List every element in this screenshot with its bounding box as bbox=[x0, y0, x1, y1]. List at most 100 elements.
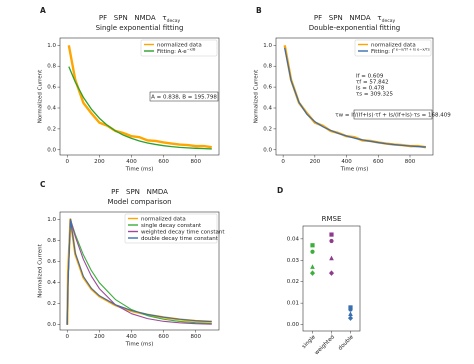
plot-frame bbox=[59, 37, 220, 156]
x-tick-label: 400 bbox=[126, 334, 137, 340]
annotation: τs = 309.325 bbox=[356, 92, 394, 98]
title-subscript: decay bbox=[167, 18, 181, 24]
legend-superscript: f e−x/τf + Is e−x/τs bbox=[393, 48, 429, 52]
x-tick-label: 600 bbox=[158, 159, 169, 165]
chart-subtitle: Model comparison bbox=[107, 198, 171, 206]
series-line bbox=[67, 45, 212, 149]
legend-name: double decay time constant bbox=[141, 236, 219, 242]
legend-label: Fitting: If e−x/τf + Is e−x/τs bbox=[371, 48, 430, 55]
legend-name: weighted decay time constant bbox=[141, 229, 225, 235]
y-tick-label: 0.04 bbox=[287, 236, 300, 242]
legend-superscript: −x/B bbox=[187, 48, 196, 52]
x-tick-label: 200 bbox=[94, 334, 105, 340]
y-tick-label: 0.2 bbox=[263, 126, 272, 132]
legend-label: normalized data bbox=[371, 42, 416, 48]
y-tick-label: 1.0 bbox=[47, 43, 56, 49]
y-tick-label: 0.03 bbox=[287, 258, 300, 264]
legend-name: Fitting: A·e bbox=[157, 49, 187, 55]
x-tick-label: 0 bbox=[65, 159, 69, 165]
x-tick-label: single bbox=[301, 334, 317, 350]
x-tick-label: 800 bbox=[190, 159, 201, 165]
x-axis-label: Time (ms) bbox=[125, 167, 154, 173]
legend-label: single decay constant bbox=[141, 223, 202, 229]
annotation-box bbox=[353, 109, 433, 120]
legend-label: weighted decay time constant bbox=[141, 229, 225, 235]
chart-title: PF SPN NMDA τdecay bbox=[314, 14, 396, 24]
y-tick-label: 0.8 bbox=[47, 64, 56, 70]
y-tick-label: 0.0 bbox=[263, 147, 272, 153]
chart-subtitle: Double-exponential fitting bbox=[309, 24, 400, 32]
y-tick-label: 0.2 bbox=[47, 301, 56, 307]
y-axis-label: Normalized Current bbox=[38, 69, 44, 123]
chart-subtitle: Single exponential fitting bbox=[96, 24, 184, 32]
plot-frame bbox=[59, 211, 220, 331]
annotation: If = 0.609 bbox=[356, 74, 384, 80]
dot bbox=[348, 311, 353, 316]
y-tick-label: 0.2 bbox=[47, 126, 56, 132]
legend-name: Fitting: I bbox=[371, 49, 394, 55]
y-tick-label: 0.4 bbox=[47, 280, 56, 286]
x-tick-label: 200 bbox=[94, 159, 105, 165]
legend-name: normalized data bbox=[157, 42, 202, 48]
chart-title: RMSE bbox=[322, 215, 342, 223]
y-tick-label: 0.01 bbox=[287, 301, 299, 307]
panel-label: A bbox=[40, 6, 46, 15]
dot bbox=[328, 270, 335, 276]
legend-label: normalized data bbox=[141, 216, 186, 222]
x-axis-label: Time (ms) bbox=[340, 167, 369, 173]
dot bbox=[329, 232, 334, 237]
title-subscript: decay bbox=[382, 18, 396, 24]
dot bbox=[329, 238, 334, 244]
x-tick-label: 400 bbox=[126, 159, 137, 165]
panel-label: C bbox=[40, 180, 46, 189]
chart-title: PF SPN NMDA τdecay bbox=[99, 14, 181, 24]
y-axis-label: Normalized Current bbox=[38, 243, 44, 297]
y-tick-label: 0.6 bbox=[263, 85, 272, 91]
annotation-box bbox=[149, 91, 219, 102]
panel-label: B bbox=[256, 6, 262, 15]
legend-name: normalized data bbox=[371, 42, 416, 48]
dot bbox=[348, 305, 353, 310]
dot bbox=[310, 249, 315, 254]
chart-title: PF SPN NMDA bbox=[111, 188, 168, 196]
y-tick-label: 1.0 bbox=[47, 217, 56, 223]
y-tick-label: 0.8 bbox=[263, 64, 272, 70]
legend-box bbox=[354, 39, 432, 57]
series-line bbox=[284, 47, 426, 148]
x-tick-label: weighted bbox=[314, 334, 336, 356]
x-tick-label: double bbox=[337, 334, 355, 352]
x-tick-label: 0 bbox=[281, 159, 285, 165]
legend-name: normalized data bbox=[141, 216, 186, 222]
annotation: τf = 57.842 bbox=[356, 80, 389, 86]
x-axis-label: Time (ms) bbox=[125, 342, 154, 348]
plot-frame bbox=[275, 37, 434, 156]
y-tick-label: 0.02 bbox=[287, 279, 299, 285]
y-tick-label: 1.0 bbox=[263, 43, 272, 49]
title-text: PF SPN NMDA τ bbox=[99, 14, 167, 22]
annotation-box-text: τw = If/(If+Is)·τf + Is/(If+Is)·τs = 168… bbox=[335, 112, 451, 118]
legend-name: single decay constant bbox=[141, 223, 202, 229]
title-text: PF SPN NMDA τ bbox=[314, 14, 382, 22]
y-tick-label: 0.6 bbox=[47, 259, 56, 265]
dot bbox=[310, 264, 315, 269]
y-tick-label: 0.4 bbox=[47, 105, 56, 111]
series-line bbox=[68, 66, 212, 150]
dot bbox=[348, 307, 353, 312]
legend-label: Fitting: A·e−x/B bbox=[157, 48, 196, 55]
x-tick-label: 800 bbox=[190, 334, 201, 340]
series-line bbox=[66, 218, 212, 325]
panel-label: D bbox=[277, 186, 283, 195]
x-tick-label: 0 bbox=[65, 334, 69, 340]
dot bbox=[329, 255, 334, 261]
dot bbox=[310, 243, 315, 248]
dot bbox=[309, 270, 316, 276]
y-tick-label: 0.0 bbox=[47, 147, 56, 153]
x-tick-label: 800 bbox=[405, 159, 416, 165]
y-tick-label: 0.4 bbox=[263, 105, 272, 111]
y-tick-label: 0.0 bbox=[47, 322, 56, 328]
legend-box bbox=[140, 39, 218, 57]
annotation-box-text: A = 0.838, B = 195.798 bbox=[151, 94, 217, 100]
y-tick-label: 0.8 bbox=[47, 238, 56, 244]
legend-box bbox=[124, 213, 218, 244]
